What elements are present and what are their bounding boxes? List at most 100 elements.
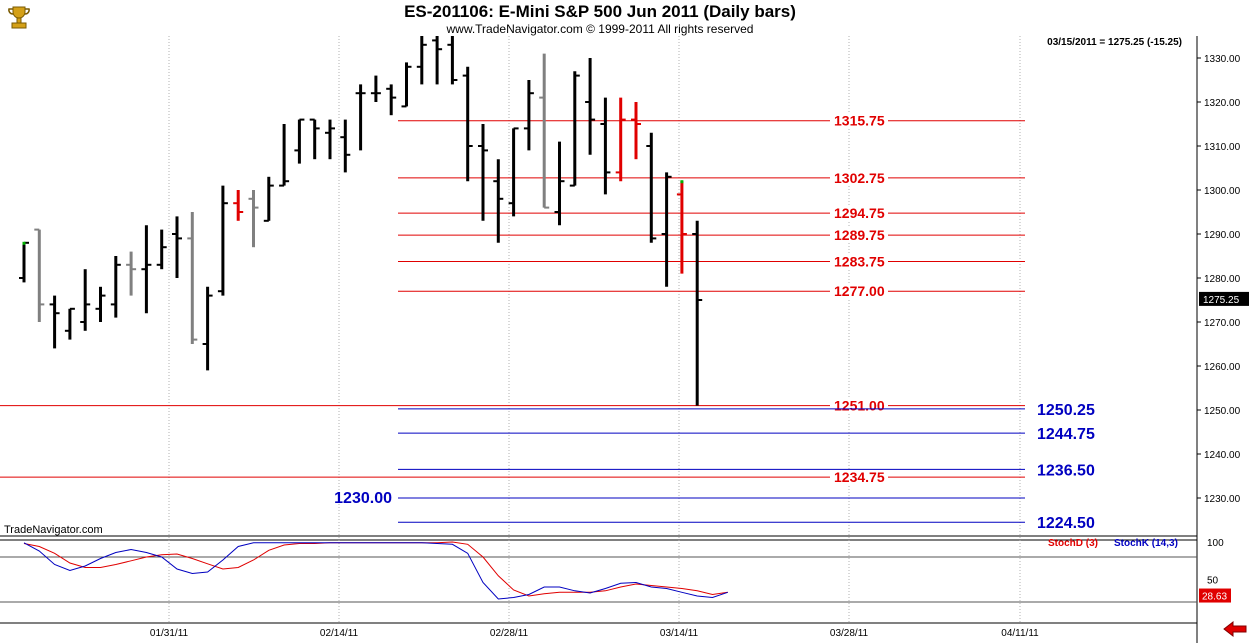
y-tick-label: 1250.00 <box>1204 406 1241 417</box>
price-bar <box>692 220 703 406</box>
support-label: 1250.25 <box>1037 402 1095 419</box>
price-bar <box>49 295 60 349</box>
legend-stoch-d: StochD (3) <box>1048 538 1098 549</box>
resistance-label: 1234.75 <box>834 469 885 485</box>
osc-y-tick-label: 100 <box>1207 538 1224 549</box>
price-bar <box>263 176 274 222</box>
price-bar <box>248 190 259 248</box>
red-left-arrow-icon[interactable] <box>1222 620 1248 638</box>
price-bar <box>386 84 397 116</box>
watermark: TradeNavigator.com <box>4 524 103 536</box>
y-tick-label: 1280.00 <box>1204 274 1241 285</box>
chart-subtitle: www.TradeNavigator.com © 1999-2011 All r… <box>446 22 754 36</box>
price-bar <box>202 286 213 371</box>
price-bar <box>478 124 488 221</box>
resistance-label: 1283.75 <box>834 254 885 270</box>
label-bg <box>830 283 888 299</box>
support-label: 1244.75 <box>1037 426 1095 443</box>
price-bar <box>432 36 443 85</box>
price-bar <box>233 190 244 221</box>
osc-y-tick-label: 50 <box>1207 576 1219 587</box>
price-bar <box>554 141 565 226</box>
y-tick-label: 1230.00 <box>1204 494 1241 505</box>
osc-value-label: 28.63 <box>1202 592 1227 603</box>
price-bar <box>523 80 534 151</box>
price-bar <box>569 71 580 187</box>
label-bg <box>830 227 888 243</box>
price-bar <box>646 132 657 243</box>
price-bar <box>34 228 45 322</box>
y-tick-label: 1240.00 <box>1204 450 1241 461</box>
price-bar <box>95 286 106 322</box>
label-bg <box>830 469 888 485</box>
price-levels: 1315.75 1302.75 1294.75 1289.75 1283.75 1277.… <box>0 112 1095 532</box>
support-label: 1236.50 <box>1037 462 1095 479</box>
osc-series-line <box>23 542 728 600</box>
x-tick-label: 03/28/11 <box>830 628 869 639</box>
trophy-logo-icon[interactable] <box>4 2 34 32</box>
resistance-label: 1302.75 <box>834 170 885 186</box>
price-bar <box>141 225 152 314</box>
price-bar <box>401 62 412 108</box>
price-bar <box>447 36 458 85</box>
price-bar <box>508 127 519 217</box>
resistance-label: 1315.75 <box>834 113 885 129</box>
price-bar <box>64 307 75 340</box>
axes: 01/31/11 02/14/11 02/28/11 03/14/11 03/28/11… <box>150 54 1249 639</box>
price-bar <box>279 124 290 187</box>
price-bar <box>493 159 504 243</box>
grid <box>0 36 1198 643</box>
price-bar <box>187 212 198 344</box>
price-bar <box>676 180 687 274</box>
price-bar <box>416 36 427 85</box>
price-bar <box>309 118 320 160</box>
price-bar <box>539 53 550 209</box>
price-bar <box>110 256 121 318</box>
y-tick-label: 1300.00 <box>1204 186 1241 197</box>
label-bg <box>830 253 888 269</box>
price-bar <box>462 66 473 182</box>
price-bar <box>661 172 672 287</box>
x-tick-label: 02/14/11 <box>320 628 359 639</box>
price-bar <box>19 241 29 283</box>
price-bar <box>80 269 91 331</box>
support-label: 1224.50 <box>1037 515 1095 532</box>
price-bar <box>355 84 366 151</box>
price-bar <box>294 118 305 164</box>
label-bg <box>830 112 888 128</box>
y-tick-label: 1310.00 <box>1204 142 1241 153</box>
price-bar <box>631 102 641 160</box>
osc-value-tag <box>1199 588 1231 603</box>
price-readout: 03/15/2011 = 1275.25 (-15.25) <box>1047 37 1182 48</box>
y-tick-label: 1290.00 <box>1204 230 1241 241</box>
price-bar <box>600 97 611 195</box>
y-tick-label: 1320.00 <box>1204 98 1241 109</box>
y-tick-label: 1330.00 <box>1204 54 1241 65</box>
y-tick-label: 1260.00 <box>1204 362 1241 373</box>
price-bar <box>370 75 381 102</box>
price-bar <box>217 185 228 296</box>
stochastic-panel <box>0 541 1197 603</box>
y-tick-label: 1270.00 <box>1204 318 1241 329</box>
resistance-label: 1277.00 <box>834 283 885 299</box>
x-tick-label: 03/14/11 <box>660 628 699 639</box>
last-price-label: 1275.25 <box>1203 295 1240 306</box>
price-bar <box>340 119 351 173</box>
x-tick-label: 01/31/11 <box>150 628 189 639</box>
price-bars <box>19 36 703 406</box>
label-bg <box>830 205 888 221</box>
x-tick-label: 04/11/11 <box>1001 628 1039 639</box>
support-label: 1230.00 <box>334 490 392 507</box>
legend-stoch-k: StochK (14,3) <box>1114 538 1178 549</box>
chart-title: ES-201106: E-Mini S&P 500 Jun 2011 (Dail… <box>404 2 796 21</box>
resistance-label: 1251.00 <box>834 398 885 414</box>
price-bar <box>325 119 335 160</box>
bar-high-marker <box>680 180 684 184</box>
price-bar <box>585 58 596 155</box>
x-tick-label: 02/28/11 <box>490 628 529 639</box>
resistance-label: 1289.75 <box>834 227 885 243</box>
label-bg <box>830 169 888 185</box>
price-bar <box>156 229 167 270</box>
price-bar <box>126 251 137 296</box>
